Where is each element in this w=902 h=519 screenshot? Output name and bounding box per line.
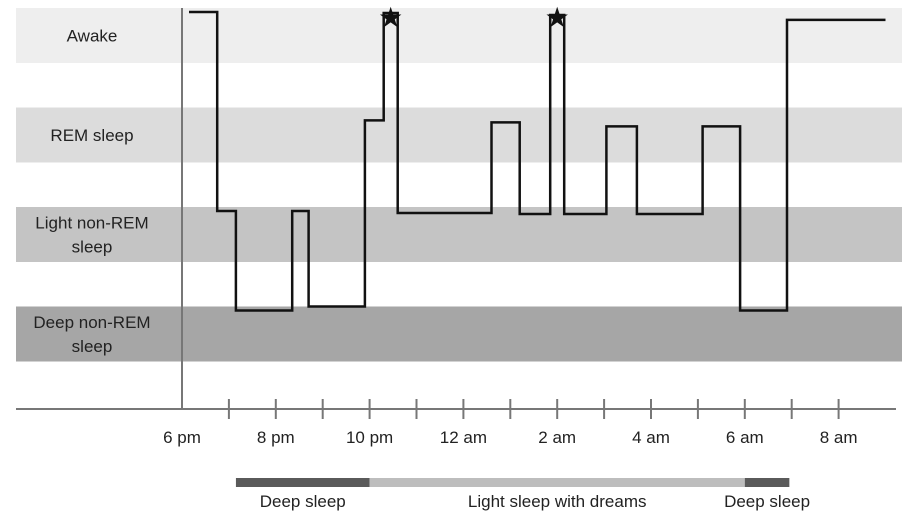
summary-segment [235, 478, 370, 487]
x-axis-tick-labels: 6 pm 8 pm 10 pm 12 am 2 am 4 am 6 am 8 am [163, 428, 857, 447]
summary-label: Deep sleep [724, 492, 810, 511]
x-tick-label: 2 am [538, 428, 576, 447]
marker-group: ★ ★ [378, 2, 570, 33]
star-marker: ★ [378, 2, 403, 33]
band-label-deep: sleep [72, 337, 113, 356]
band-label-rem: REM sleep [50, 126, 133, 145]
stage-bands [16, 8, 902, 362]
band-light [16, 207, 902, 262]
band-label-light: sleep [72, 238, 113, 257]
series-group [189, 10, 886, 312]
axes [16, 8, 896, 410]
summary-label: Light sleep with dreams [468, 492, 647, 511]
x-tick-label: 6 pm [163, 428, 201, 447]
series-line-0 [189, 10, 886, 312]
stage-labels: Awake REM sleep Light non-REM sleep Deep non… [33, 27, 150, 357]
x-tick-label: 8 pm [257, 428, 295, 447]
x-tick-label: 6 am [726, 428, 764, 447]
x-axis-ticks [227, 399, 840, 419]
summary-segment [744, 478, 790, 487]
summary-segment [369, 478, 745, 487]
x-tick-label: 10 pm [346, 428, 393, 447]
x-tick-label: 8 am [820, 428, 858, 447]
band-label-awake: Awake [67, 27, 118, 46]
band-rem [16, 107, 902, 163]
summary-bar: Deep sleep Light sleep with dreams Deep sl… [235, 478, 810, 511]
x-tick-label: 4 am [632, 428, 670, 447]
x-tick-label: 12 am [440, 428, 487, 447]
band-deep [16, 306, 902, 362]
band-label-deep: Deep non-REM [33, 313, 150, 332]
band-label-light: Light non-REM [35, 214, 148, 233]
summary-label: Deep sleep [260, 492, 346, 511]
star-marker: ★ [545, 2, 570, 33]
band-awake [16, 8, 902, 63]
